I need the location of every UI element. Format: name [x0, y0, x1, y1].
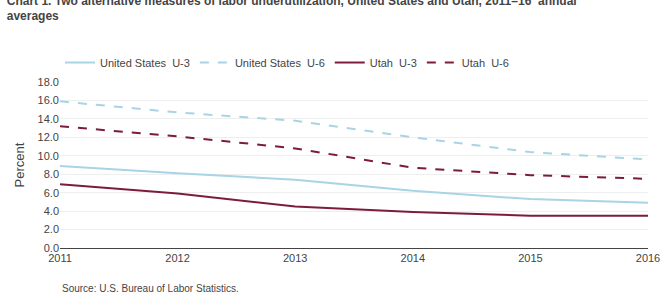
svg-text:United States U-6: United States U-6: [235, 57, 325, 69]
svg-text:8.0: 8.0: [44, 168, 59, 180]
svg-text:2.0: 2.0: [44, 223, 59, 235]
svg-text:2013: 2013: [283, 252, 307, 264]
svg-text:2012: 2012: [165, 252, 189, 264]
svg-text:2011: 2011: [48, 252, 72, 264]
svg-text:Utah U-6: Utah U-6: [462, 57, 509, 69]
svg-text:16.0: 16.0: [38, 94, 59, 106]
svg-text:2015: 2015: [518, 252, 542, 264]
svg-text:12.0: 12.0: [38, 131, 59, 143]
svg-text:0.0: 0.0: [44, 242, 59, 254]
svg-text:Utah U-3: Utah U-3: [370, 57, 417, 69]
svg-text:2014: 2014: [401, 252, 425, 264]
svg-text:10.0: 10.0: [38, 150, 59, 162]
svg-text:2016: 2016: [636, 252, 660, 264]
svg-text:18.0: 18.0: [38, 76, 59, 88]
svg-text:Source: U.S. Bureau of Labor S: Source: U.S. Bureau of Labor Statistics.: [62, 283, 239, 294]
svg-text:United States U-3: United States U-3: [100, 57, 190, 69]
svg-text:Percent: Percent: [12, 142, 27, 187]
svg-text:14.0: 14.0: [38, 113, 59, 125]
svg-text:4.0: 4.0: [44, 205, 59, 217]
svg-text:Chart 1. Two alternative measu: Chart 1. Two alternative measures of lab…: [7, 0, 577, 23]
svg-text:6.0: 6.0: [44, 187, 59, 199]
